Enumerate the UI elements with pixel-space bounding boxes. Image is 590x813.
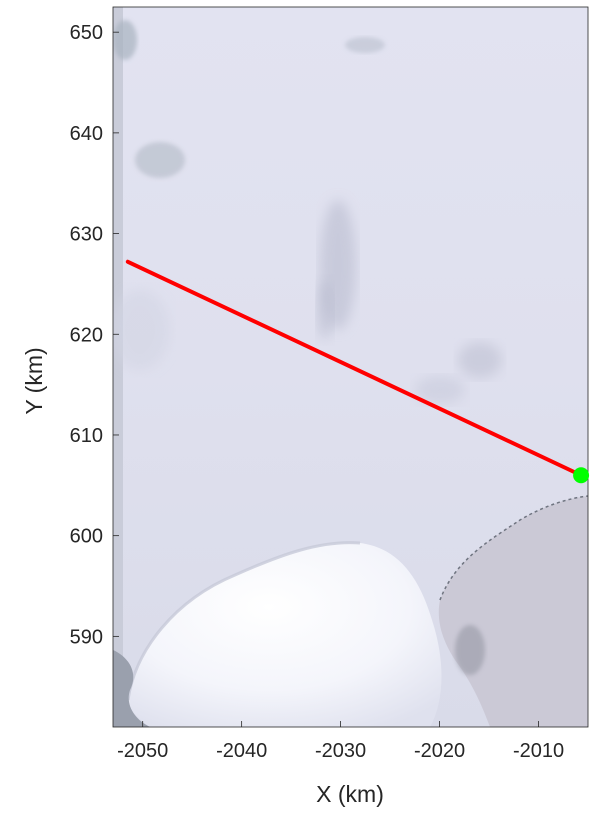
x-tick-label: -2010 — [513, 740, 564, 762]
end-marker — [573, 467, 590, 484]
y-axis-ticks: 590 600 610 620 630 640 650 — [70, 22, 119, 648]
y-tick-label: 590 — [70, 626, 103, 648]
satellite-basemap — [113, 7, 588, 727]
x-tick-label: -2040 — [216, 740, 267, 762]
y-axis-label: Y (km) — [21, 347, 47, 414]
x-tick-label: -2050 — [117, 740, 168, 762]
plot-area — [112, 6, 589, 728]
y-tick-label: 640 — [70, 123, 103, 145]
y-tick-label: 620 — [70, 324, 103, 346]
y-tick-label: 610 — [70, 425, 103, 447]
x-axis-label: X (km) — [316, 781, 384, 807]
x-axis-ticks: -2050 -2040 -2030 -2020 -2010 — [117, 721, 564, 762]
track-line — [125, 259, 584, 478]
y-tick-label: 650 — [70, 22, 103, 44]
y-tick-label: 600 — [70, 526, 103, 548]
y-tick-label: 630 — [70, 224, 103, 246]
x-tick-label: -2030 — [315, 740, 366, 762]
x-tick-label: -2020 — [414, 740, 465, 762]
